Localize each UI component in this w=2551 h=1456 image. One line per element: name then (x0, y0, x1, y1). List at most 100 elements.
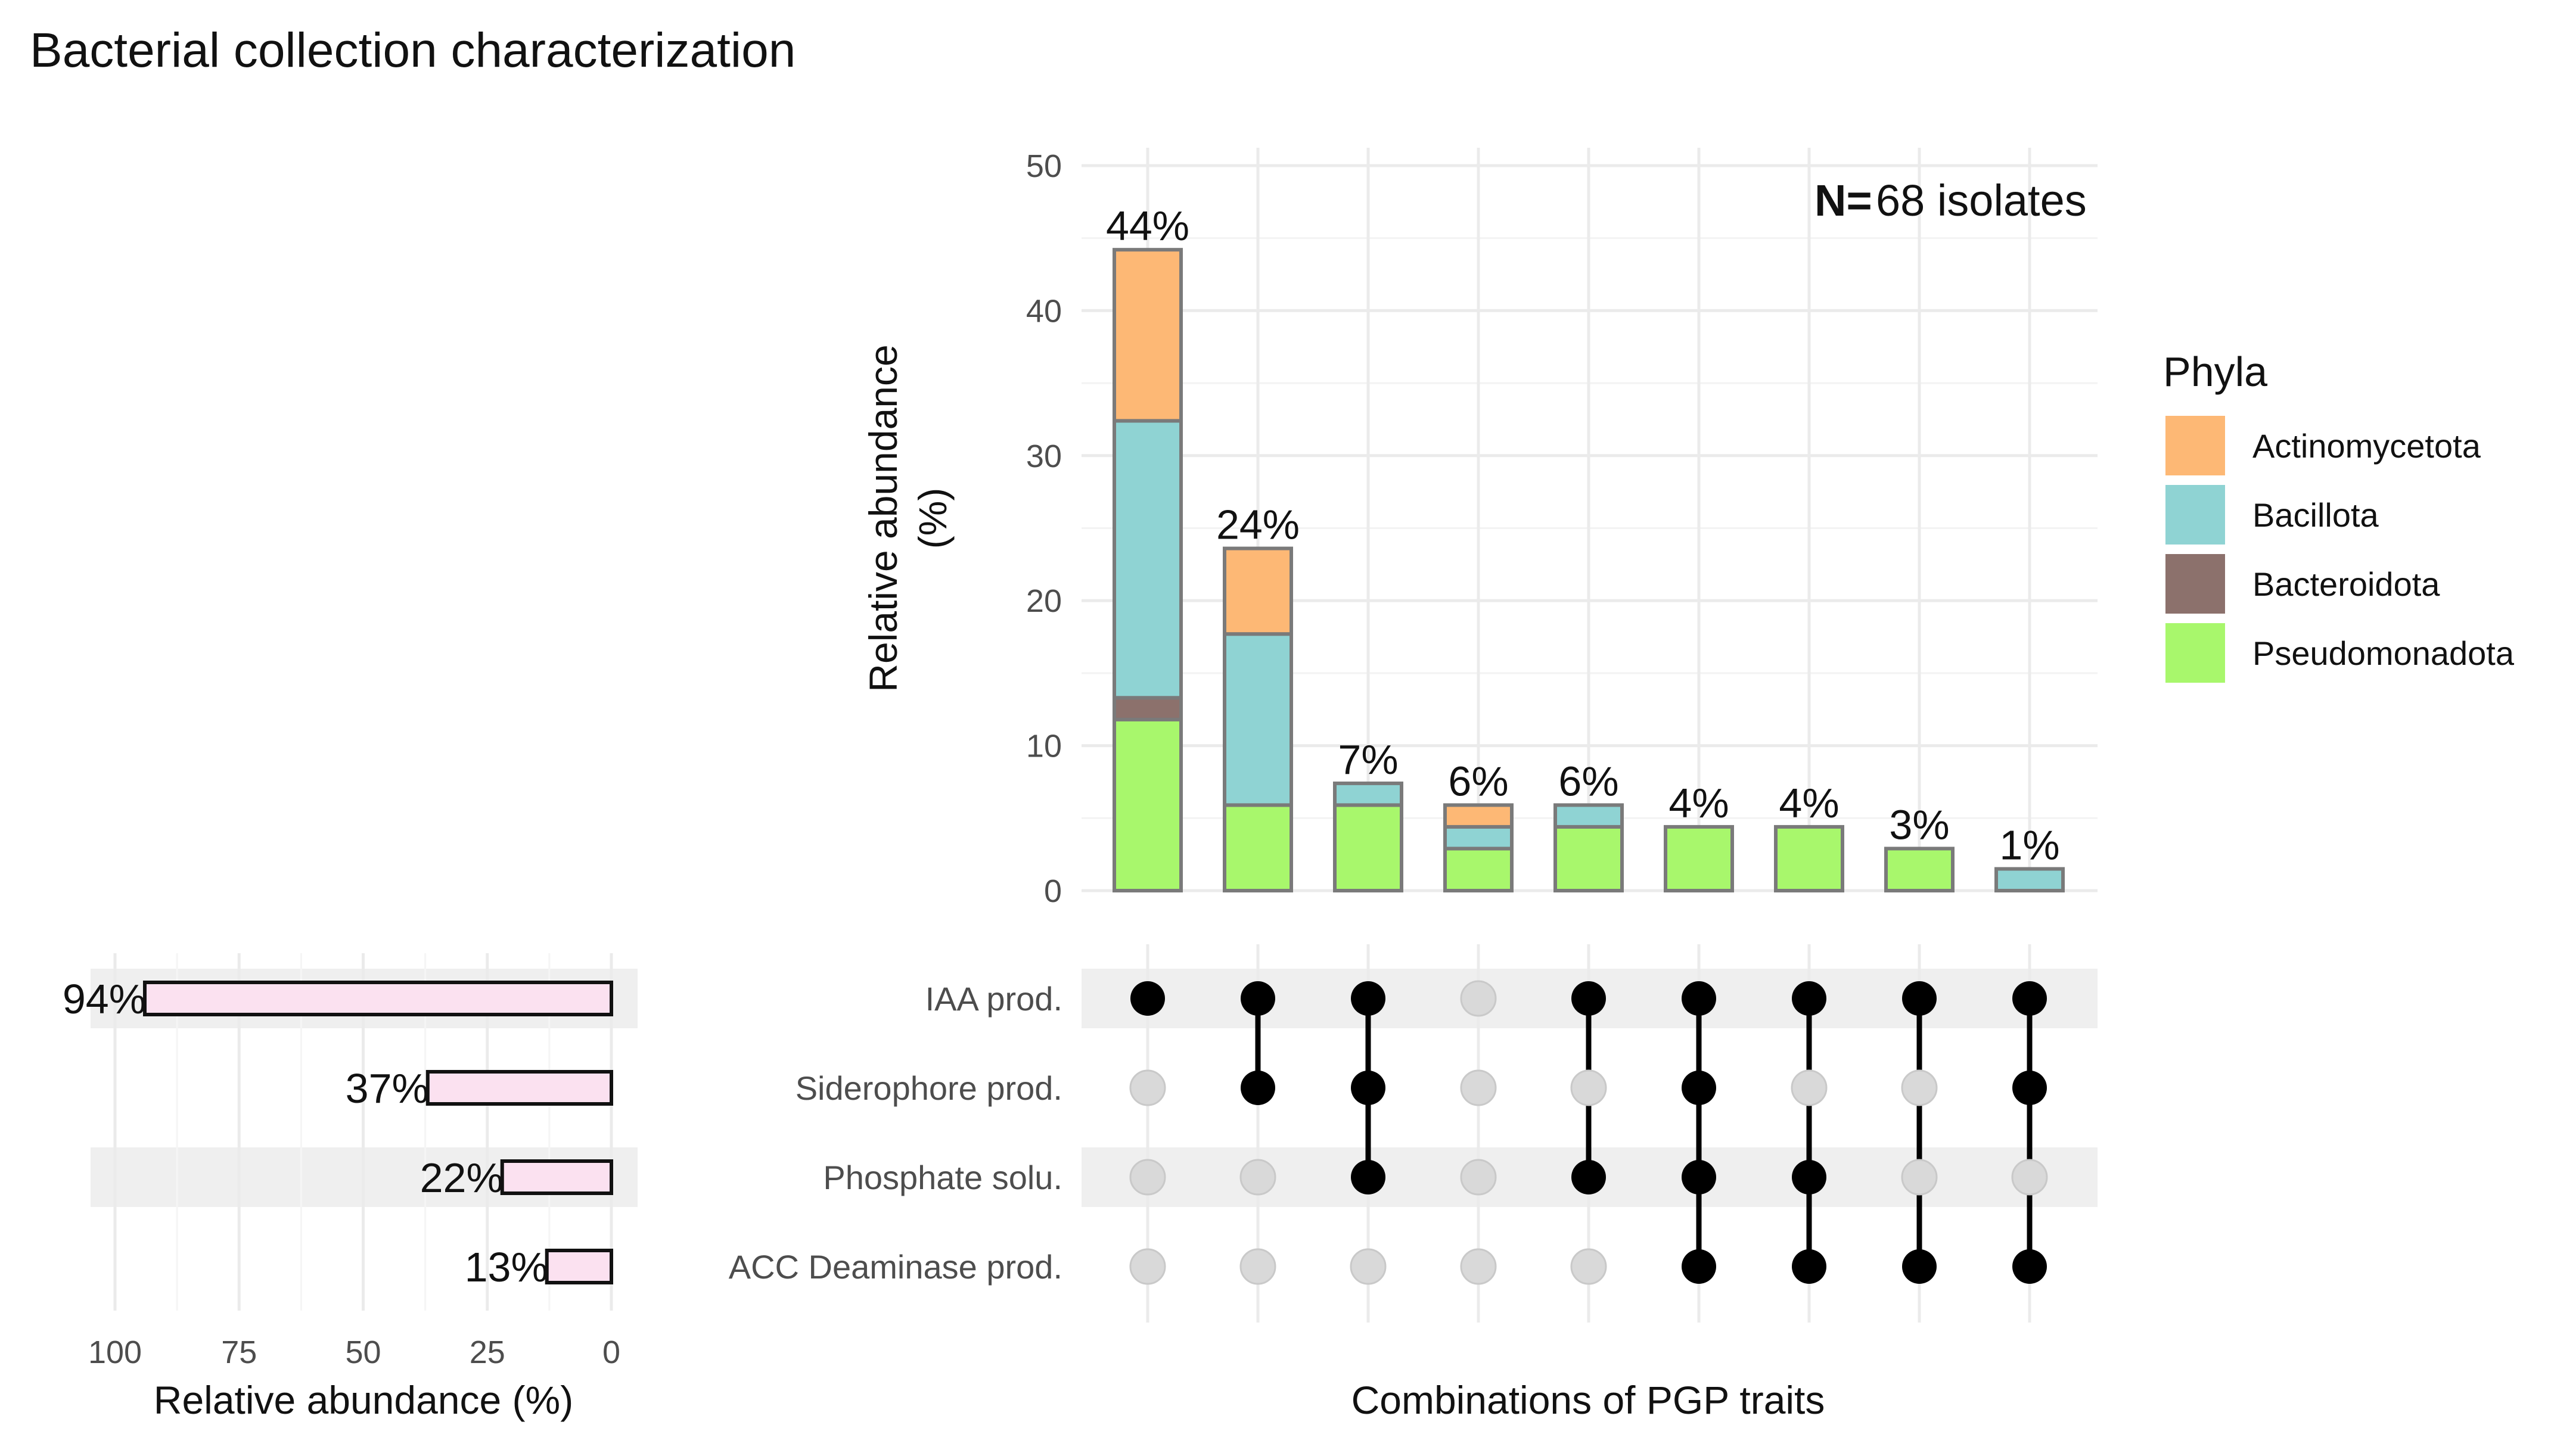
matrix-dot-empty (1129, 1069, 1166, 1106)
bar-segment-bacillota (1443, 825, 1514, 851)
bar-percent-label: 1% (1999, 822, 2059, 868)
legend-label: Pseudomonadota (2252, 634, 2515, 672)
matrix-dot-filled (1682, 1249, 1716, 1284)
matrix-dot-filled (1241, 981, 1275, 1016)
matrix-dot-empty (1460, 980, 1497, 1017)
matrix-dot-filled (1351, 1160, 1385, 1194)
bar-segment-pseudomonadota (1113, 717, 1183, 892)
x-axis-title: Combinations of PGP traits (1351, 1378, 1825, 1422)
bar-percent-label: 44% (1106, 203, 1189, 249)
matrix-dot-filled (1902, 981, 1937, 1016)
set-size-label: 13% (465, 1244, 548, 1290)
set-size-bar (500, 1159, 613, 1195)
matrix-dot-filled (2012, 981, 2047, 1016)
set-x-axis-title: Relative abundance (%) (154, 1378, 573, 1422)
matrix-dot-filled (1571, 981, 1606, 1016)
legend-title: Phyla (2163, 349, 2267, 395)
bar-percent-label: 6% (1448, 758, 1508, 804)
matrix-dot-filled (1571, 1160, 1606, 1194)
legend-swatch-actinomycetota (2163, 413, 2227, 478)
y-tick-label: 10 (1026, 729, 1062, 764)
legend-label: Bacillota (2252, 496, 2379, 534)
matrix-dot-empty (1460, 1069, 1497, 1106)
matrix-dot-empty (1460, 1159, 1497, 1196)
matrix-dot-empty (1570, 1069, 1607, 1106)
set-size-label: 94% (63, 976, 146, 1022)
y-tick-label: 40 (1026, 293, 1062, 329)
matrix-dot-empty (1129, 1159, 1166, 1196)
bar-segment-bacillota (1113, 419, 1183, 700)
bar-segment-bacteroidota (1113, 696, 1183, 721)
matrix-dot-empty (1901, 1159, 1938, 1196)
matrix-dot-filled (1902, 1249, 1937, 1284)
bar-segment-actinomycetota (1223, 546, 1293, 636)
bar-segment-pseudomonadota (1333, 803, 1403, 893)
set-size-bar (142, 981, 614, 1016)
matrix-dot-filled (1241, 1071, 1275, 1105)
legend: Phyla Actinomycetota Bacillota Bacteroidot… (2163, 349, 2515, 685)
matrix-dot-filled (2012, 1071, 2047, 1105)
set-label: ACC Deaminase prod. (729, 1248, 1062, 1286)
legend-swatch-bacteroidota (2163, 552, 2227, 616)
bar-segment-pseudomonadota (1774, 825, 1844, 893)
legend-swatch-pseudomonadota (2163, 621, 2227, 685)
matrix-dot-filled (1130, 981, 1165, 1016)
set-size-chart: 94% 37% 22% 13% 100 75 50 25 0 Relative abundance… (63, 953, 620, 1422)
bar-percent-label: 7% (1338, 736, 1398, 783)
bar-segment-pseudomonadota (1443, 847, 1514, 892)
matrix-dot-filled (1792, 981, 1826, 1016)
set-x-tick-label: 75 (221, 1334, 257, 1370)
bar-segment-actinomycetota (1443, 803, 1514, 829)
y-tick-label: 20 (1026, 583, 1062, 619)
y-axis-title: Relative abundance (861, 344, 905, 692)
matrix-dot-empty (1239, 1159, 1276, 1196)
bar-segment-pseudomonadota (1664, 825, 1734, 893)
main-bar-chart: 0 10 20 30 40 50 Relative abundance (%) 44% 24% 7%… (861, 148, 2098, 1422)
matrix-dot-empty (1460, 1248, 1497, 1285)
bar-segment-pseudomonadota (1223, 803, 1293, 893)
set-size-bar (425, 1070, 613, 1106)
bar-percent-label: 6% (1558, 758, 1618, 804)
n-label-bold: N= (1814, 176, 1872, 225)
upset-matrix: IAA prod. Siderophore prod. Phosphate solu… (91, 944, 2098, 1323)
figure-title: Bacterial collection characterization (30, 23, 796, 77)
matrix-dot-empty (1129, 1248, 1166, 1285)
y-tick-label: 50 (1026, 148, 1062, 184)
legend-label: Actinomycetota (2252, 427, 2481, 465)
bar-segment-bacillota (1553, 803, 1624, 829)
set-x-tick-label: 0 (602, 1334, 620, 1370)
set-x-tick-label: 25 (470, 1334, 505, 1370)
matrix-dot-filled (1682, 1160, 1716, 1194)
matrix-dot-filled (1351, 981, 1385, 1016)
set-label: Phosphate solu. (823, 1159, 1062, 1196)
set-label: IAA prod. (925, 980, 1062, 1018)
matrix-dot-filled (1682, 1071, 1716, 1105)
bar-percent-label: 4% (1668, 780, 1729, 826)
bar-segment-bacillota (1333, 781, 1403, 807)
matrix-dot-filled (1792, 1249, 1826, 1284)
matrix-dot-filled (1682, 981, 1716, 1016)
legend-label: Bacteroidota (2252, 565, 2440, 603)
bar-percent-label: 24% (1216, 502, 1300, 548)
y-axis-title-unit: (%) (911, 488, 955, 549)
matrix-dot-empty (2011, 1159, 2048, 1196)
set-label: Siderophore prod. (796, 1069, 1062, 1107)
matrix-dot-filled (1351, 1071, 1385, 1105)
bar-segment-pseudomonadota (1884, 847, 1955, 892)
set-size-bar (545, 1249, 614, 1284)
matrix-dot-empty (1350, 1248, 1387, 1285)
set-size-label: 37% (346, 1065, 429, 1112)
y-tick-label: 30 (1026, 438, 1062, 474)
set-x-tick-label: 100 (88, 1334, 142, 1370)
matrix-dot-empty (1239, 1248, 1276, 1285)
bar-percent-label: 3% (1889, 801, 1949, 848)
y-tick-label: 0 (1044, 873, 1062, 909)
matrix-dot-empty (1791, 1069, 1828, 1106)
matrix-dot-empty (1901, 1069, 1938, 1106)
bar-segment-pseudomonadota (1553, 825, 1624, 893)
matrix-dot-empty (1570, 1248, 1607, 1285)
legend-swatch-bacillota (2163, 483, 2227, 547)
set-x-tick-label: 50 (345, 1334, 381, 1370)
matrix-dot-filled (1792, 1160, 1826, 1194)
